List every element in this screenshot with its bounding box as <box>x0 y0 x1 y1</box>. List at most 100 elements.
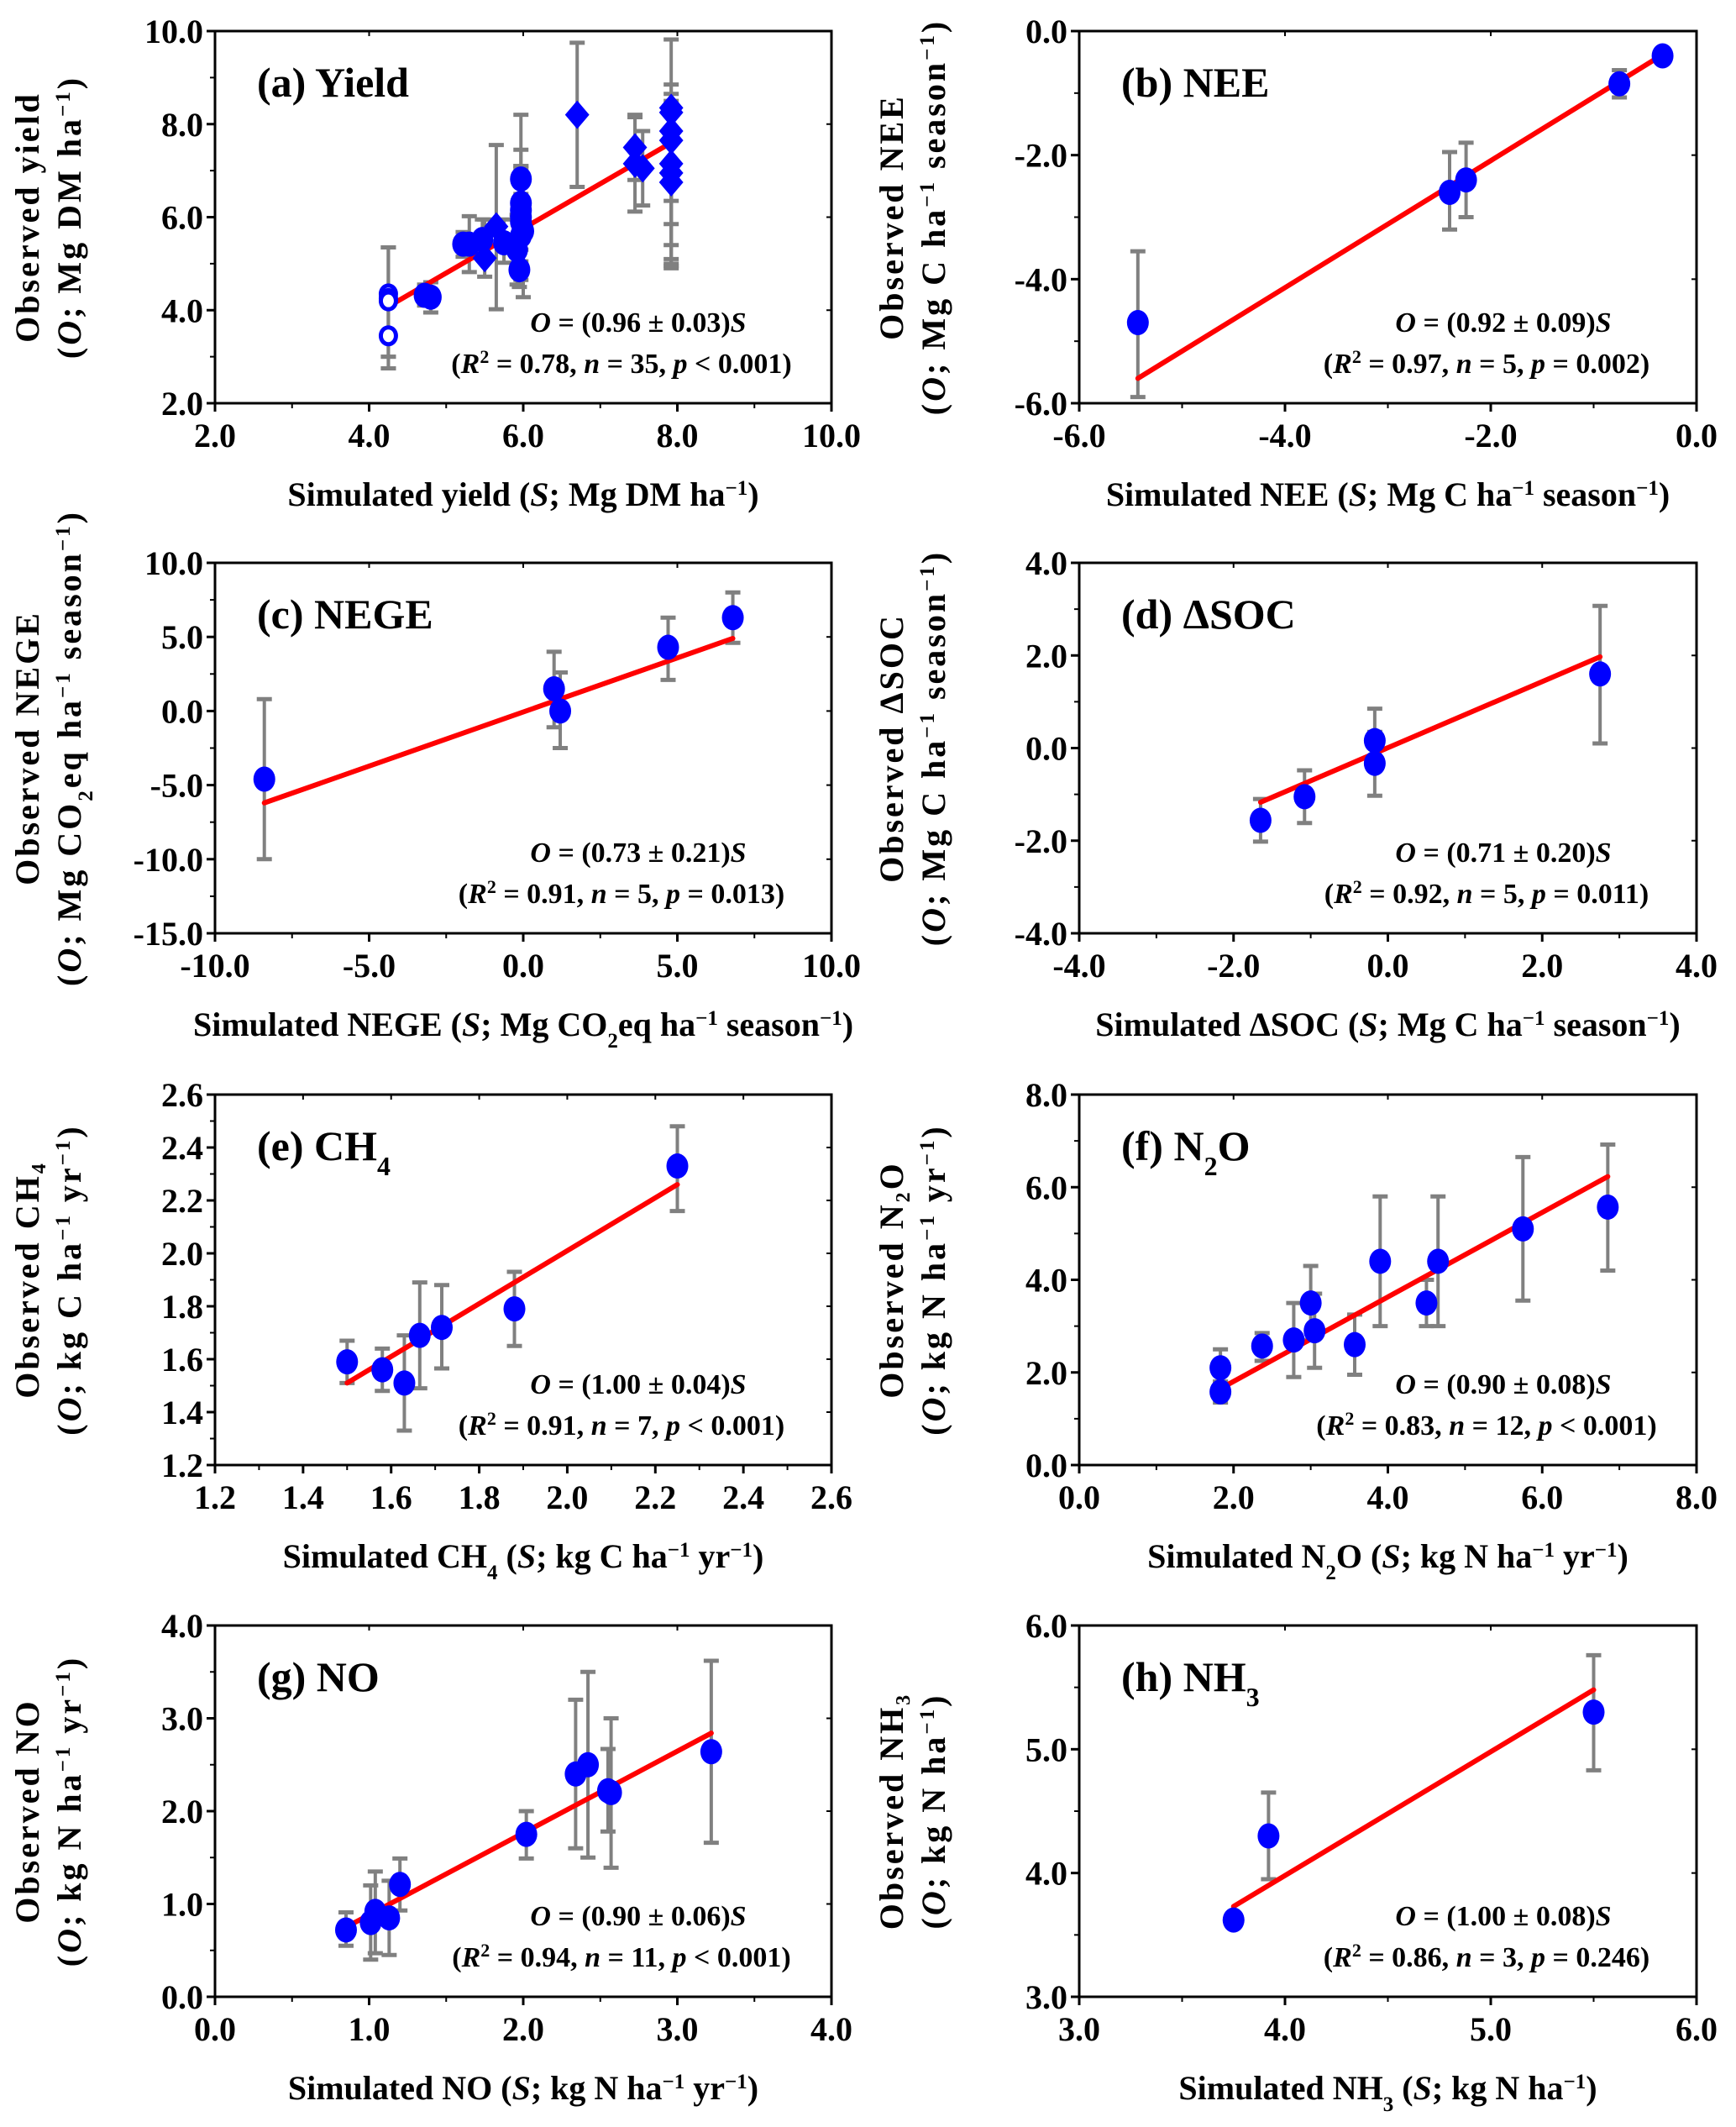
y-axis-title-line1: Observed yield <box>8 92 46 343</box>
y-tick-label: 2.6 <box>161 1076 203 1114</box>
data-point-diamond <box>630 154 655 183</box>
data-point <box>1427 1248 1450 1274</box>
y-tick-label: 1.8 <box>161 1288 203 1326</box>
y-axis-title-line1: Observed NO <box>8 1699 46 1923</box>
x-tick-label: 4.0 <box>810 2010 852 2048</box>
data-point <box>253 766 275 792</box>
y-tick-label: 5.0 <box>161 618 203 656</box>
y-axis-title-line2: (O; kg N ha−1 yr−1) <box>50 1656 88 1967</box>
y-tick-label: 6.0 <box>1025 1169 1067 1206</box>
x-tick-label: 2.4 <box>722 1478 764 1516</box>
data-point <box>1455 167 1477 193</box>
data-point <box>508 257 531 283</box>
x-tick-label: 2.0 <box>502 2010 544 2048</box>
y-axis-title-line1: Observed NH₃ <box>873 1693 910 1930</box>
x-axis-title: Simulated CH4 (S; kg C ha−1 yr−1) <box>283 1537 764 1584</box>
y-tick-label: 0.0 <box>161 692 203 730</box>
y-axis-title-line2: (O; Mg DM ha−1) <box>50 76 88 359</box>
data-point <box>510 166 532 192</box>
data-point <box>512 218 534 244</box>
regression-stats: (R2 = 0.91, n = 5, p = 0.013) <box>459 876 784 911</box>
y-tick-label: 4.0 <box>1025 1262 1067 1300</box>
x-tick-label: 4.0 <box>1264 2010 1306 2048</box>
data-point <box>371 1357 394 1383</box>
y-tick-label: -2.0 <box>1015 137 1067 175</box>
data-point <box>1257 1823 1280 1849</box>
y-axis-title-line2: (O; Mg CO2eq ha−1 season−1) <box>50 510 97 986</box>
data-point <box>1303 1318 1326 1344</box>
y-axis-title-line1: Observed ΔSOC <box>873 613 910 883</box>
data-point <box>666 1153 689 1179</box>
data-point <box>1651 43 1674 69</box>
y-tick-label: 4.0 <box>1025 544 1067 582</box>
x-tick-label: 1.6 <box>370 1478 412 1516</box>
data-point <box>503 1296 526 1322</box>
data-point <box>431 1315 454 1341</box>
data-point <box>378 1905 401 1931</box>
panel-f: 0.0 2.0 4.0 6.0 8.0 0.0 2.0 4.0 6.0 8.0 (f) N2O Sim… <box>873 1076 1718 1584</box>
data-point-diamond <box>658 97 684 127</box>
data-point <box>515 1821 538 1847</box>
y-axis-title-line1: Observed CH₄ <box>8 1161 46 1398</box>
y-axis-title-line2: (O; kg N ha−1 yr−1) <box>915 1124 952 1436</box>
x-tick-label: 0.0 <box>1676 417 1718 454</box>
y-axis-title-line1: Observed NEE <box>873 94 910 340</box>
regression-stats: (R2 = 0.83, n = 12, p < 0.001) <box>1316 1408 1656 1442</box>
regression-equation: O = (0.90 ± 0.06)S <box>530 1901 746 1932</box>
y-tick-label: 2.0 <box>1025 637 1067 675</box>
y-axis-title-line2: (O; Mg C ha−1 season−1) <box>915 550 952 946</box>
x-tick-label: 2.2 <box>634 1478 676 1516</box>
panel-a: 2.0 4.0 6.0 8.0 10.0 2.0 4.0 6.0 8.0 10.0 (a) Yiel… <box>8 13 861 513</box>
panel-e: 1.2 1.4 1.6 1.8 2.0 2.2 2.4 2.6 1.2 1.4 1.6 1.8 2.0 2… <box>8 1076 852 1584</box>
data-point <box>700 1739 722 1765</box>
regression-equation: O = (1.00 ± 0.04)S <box>530 1369 746 1400</box>
data-point <box>1582 1699 1605 1725</box>
x-axis-title: Simulated ΔSOC (S; Mg C ha−1 season−1) <box>1095 1006 1680 1043</box>
data-point <box>1369 1248 1392 1274</box>
x-tick-label: 0.0 <box>502 947 544 985</box>
data-point <box>721 605 744 631</box>
y-tick-label: 1.2 <box>161 1447 203 1484</box>
y-axis-title-line2: (O; kg C ha−1 yr−1) <box>50 1124 88 1436</box>
y-tick-label: -2.0 <box>1015 822 1067 860</box>
y-tick-label: 8.0 <box>161 106 203 144</box>
panel-title: (c) NEGE <box>257 591 433 638</box>
x-axis-title: Simulated yield (S; Mg DM ha−1) <box>287 475 758 513</box>
y-tick-label: 6.0 <box>161 199 203 237</box>
data-point <box>1343 1331 1366 1358</box>
regression-stats: (R2 = 0.97, n = 5, p = 0.002) <box>1324 346 1649 381</box>
panel-d: -4.0 -2.0 0.0 2.0 4.0 -4.0 -2.0 0.0 2.0 4.0 (d) ΔS… <box>873 544 1718 1043</box>
y-axis-title-line2: (O; kg N ha−1) <box>915 1694 952 1930</box>
y-tick-label: 10.0 <box>144 544 203 582</box>
data-point <box>1126 310 1149 336</box>
x-tick-label: 3.0 <box>657 2010 699 2048</box>
y-tick-label: 1.0 <box>161 1886 203 1924</box>
regression-stats: (R2 = 0.94, n = 11, p < 0.001) <box>452 1940 791 1974</box>
y-tick-label: 0.0 <box>1025 730 1067 768</box>
x-tick-label: 0.0 <box>1058 1478 1100 1516</box>
y-tick-label: 0.0 <box>1025 13 1067 50</box>
data-point <box>1249 807 1272 833</box>
regression-stats: (R2 = 0.78, n = 35, p < 0.001) <box>451 346 791 381</box>
data-point <box>1293 784 1316 810</box>
regression-stats: (R2 = 0.91, n = 7, p < 0.001) <box>459 1408 784 1442</box>
data-point <box>336 1349 359 1375</box>
y-tick-label: 2.0 <box>161 1793 203 1830</box>
x-tick-label: 5.0 <box>657 947 699 985</box>
data-point <box>408 1322 431 1348</box>
regression-equation: O = (0.90 ± 0.08)S <box>1395 1369 1611 1400</box>
data-point-diamond <box>564 100 590 129</box>
data-point <box>549 698 572 724</box>
panel-title: (h) NH3 <box>1121 1653 1260 1712</box>
x-tick-label: 6.0 <box>1676 2010 1718 2048</box>
y-axis-title-line1: Observed N₂O <box>873 1161 910 1398</box>
y-tick-label: 1.6 <box>161 1341 203 1379</box>
fit-line <box>1257 654 1603 805</box>
panel-title: (d) ΔSOC <box>1121 591 1296 638</box>
y-tick-label: 0.0 <box>161 1978 203 2016</box>
fit-line <box>344 1182 680 1386</box>
y-tick-label: -4.0 <box>1015 915 1067 953</box>
regression-stats: (R2 = 0.86, n = 3, p = 0.246) <box>1324 1940 1649 1974</box>
x-tick-label: -2.0 <box>1464 417 1517 454</box>
x-axis-title: Simulated NO (S; kg N ha−1 yr−1) <box>288 2069 758 2107</box>
